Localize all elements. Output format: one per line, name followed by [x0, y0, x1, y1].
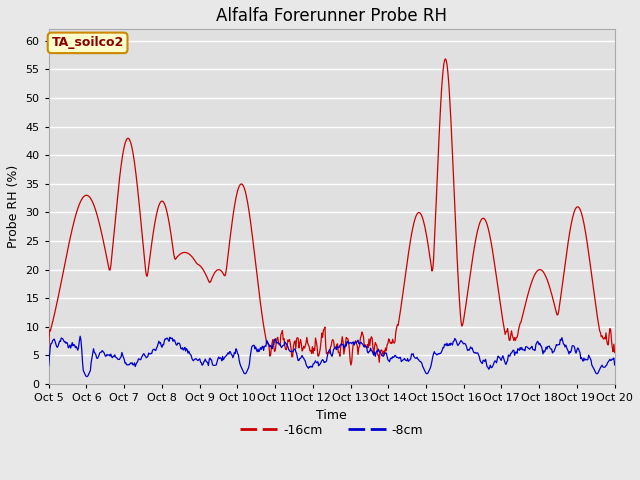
X-axis label: Time: Time — [316, 408, 347, 421]
Title: Alfalfa Forerunner Probe RH: Alfalfa Forerunner Probe RH — [216, 7, 447, 25]
Text: TA_soilco2: TA_soilco2 — [51, 36, 124, 49]
Legend: -16cm, -8cm: -16cm, -8cm — [235, 419, 428, 442]
Y-axis label: Probe RH (%): Probe RH (%) — [7, 165, 20, 248]
